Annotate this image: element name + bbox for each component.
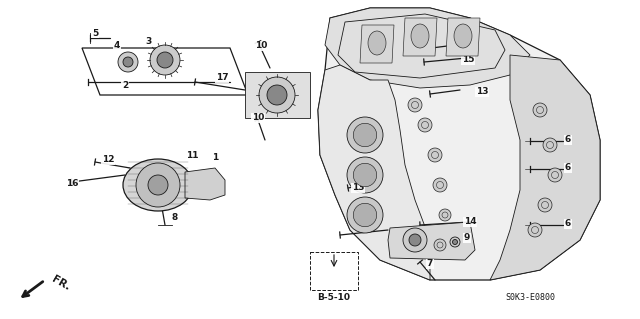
- Text: 13: 13: [352, 183, 364, 192]
- Circle shape: [538, 198, 552, 212]
- Polygon shape: [360, 25, 394, 63]
- Circle shape: [148, 175, 168, 195]
- Circle shape: [347, 117, 383, 153]
- Circle shape: [259, 77, 295, 113]
- Text: B-5-10: B-5-10: [317, 293, 351, 302]
- Text: 10: 10: [252, 114, 264, 122]
- Circle shape: [267, 85, 287, 105]
- Text: 1: 1: [212, 153, 218, 162]
- Text: 6: 6: [565, 219, 571, 228]
- Polygon shape: [490, 55, 600, 280]
- Text: 15: 15: [449, 38, 461, 47]
- Text: 2: 2: [122, 80, 128, 90]
- Circle shape: [439, 209, 451, 221]
- Circle shape: [543, 138, 557, 152]
- Circle shape: [418, 118, 432, 132]
- Circle shape: [548, 168, 562, 182]
- Circle shape: [403, 228, 427, 252]
- Text: 5: 5: [92, 28, 98, 38]
- Circle shape: [528, 223, 542, 237]
- Polygon shape: [325, 8, 530, 88]
- Text: 6: 6: [565, 136, 571, 145]
- Polygon shape: [245, 72, 310, 118]
- Circle shape: [150, 45, 180, 75]
- Text: 12: 12: [102, 155, 115, 165]
- Text: S0K3-E0800: S0K3-E0800: [505, 293, 555, 302]
- Circle shape: [434, 239, 446, 251]
- Text: 8: 8: [172, 212, 178, 221]
- Text: 9: 9: [464, 234, 470, 242]
- Polygon shape: [446, 18, 480, 56]
- Text: 7: 7: [427, 259, 433, 269]
- Text: FR.: FR.: [50, 274, 72, 292]
- Ellipse shape: [368, 31, 386, 55]
- Circle shape: [428, 148, 442, 162]
- Circle shape: [123, 57, 133, 67]
- Polygon shape: [318, 8, 600, 280]
- Circle shape: [353, 163, 377, 187]
- Circle shape: [118, 52, 138, 72]
- Circle shape: [347, 157, 383, 193]
- Circle shape: [450, 237, 460, 247]
- Text: 16: 16: [66, 179, 78, 188]
- Circle shape: [409, 234, 421, 246]
- Text: 13: 13: [476, 87, 488, 97]
- Circle shape: [353, 203, 377, 227]
- Circle shape: [433, 178, 447, 192]
- Ellipse shape: [411, 24, 429, 48]
- Circle shape: [533, 103, 547, 117]
- Text: 3: 3: [145, 38, 151, 47]
- Circle shape: [353, 123, 377, 147]
- Circle shape: [408, 98, 422, 112]
- Ellipse shape: [454, 24, 472, 48]
- Circle shape: [452, 240, 458, 244]
- Text: 4: 4: [114, 41, 120, 50]
- Polygon shape: [318, 65, 430, 280]
- Text: 15: 15: [461, 56, 474, 64]
- Text: 11: 11: [186, 151, 198, 160]
- Text: 17: 17: [216, 73, 228, 83]
- Ellipse shape: [123, 159, 193, 211]
- Circle shape: [157, 52, 173, 68]
- Polygon shape: [403, 18, 437, 56]
- Text: 6: 6: [565, 164, 571, 173]
- Circle shape: [347, 197, 383, 233]
- Polygon shape: [388, 222, 475, 260]
- Polygon shape: [185, 168, 225, 200]
- Text: 14: 14: [464, 218, 476, 226]
- Text: 10: 10: [255, 41, 267, 50]
- Bar: [310, 252, 358, 290]
- Circle shape: [136, 163, 180, 207]
